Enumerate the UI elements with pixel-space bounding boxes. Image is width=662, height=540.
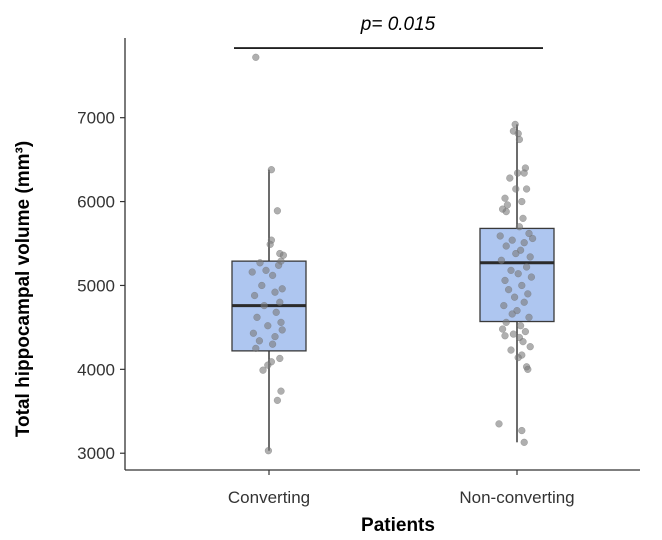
data-point xyxy=(504,286,513,294)
data-point xyxy=(522,185,531,193)
data-point xyxy=(514,353,522,362)
data-point xyxy=(248,268,256,276)
data-point xyxy=(525,313,533,321)
data-point xyxy=(508,310,516,318)
data-point xyxy=(512,185,520,193)
data-point xyxy=(508,236,516,244)
data-point xyxy=(264,322,272,330)
data-point xyxy=(513,169,522,177)
data-point xyxy=(276,354,284,363)
data-point xyxy=(511,120,519,129)
y-tick-label: 5000 xyxy=(77,276,115,295)
data-point xyxy=(264,361,272,369)
ticks-layer: 3000 4000 5000 6000 7000 Converting Non-conver… xyxy=(77,109,574,507)
data-point xyxy=(276,298,284,306)
data-point xyxy=(264,447,273,455)
data-point xyxy=(273,396,282,405)
data-point xyxy=(502,242,510,250)
data-point xyxy=(500,301,508,310)
data-point xyxy=(524,365,532,373)
data-point xyxy=(501,332,509,340)
data-point xyxy=(510,293,519,301)
x-tick-label: Non-converting xyxy=(459,488,574,507)
data-point xyxy=(521,327,530,336)
data-point xyxy=(258,281,266,290)
data-point xyxy=(520,239,528,247)
x-axis-title: Patients xyxy=(361,515,435,536)
data-point xyxy=(512,249,520,258)
data-point xyxy=(528,234,537,243)
y-tick-label: 3000 xyxy=(77,444,115,463)
data-point xyxy=(506,174,514,182)
data-point xyxy=(527,273,536,281)
data-point xyxy=(268,340,277,348)
x-tick-label: Converting xyxy=(228,488,310,507)
data-point xyxy=(525,229,533,238)
data-point xyxy=(516,322,525,330)
data-point xyxy=(278,326,286,334)
data-point xyxy=(277,318,285,327)
data-point xyxy=(256,259,264,267)
data-point xyxy=(259,366,267,374)
data-point xyxy=(268,271,277,280)
data-point xyxy=(278,285,286,293)
data-point xyxy=(518,281,526,290)
data-point xyxy=(518,197,526,206)
y-axis-title: Total hippocampal volume (mm³) xyxy=(13,141,34,437)
data-point xyxy=(262,266,270,275)
data-point xyxy=(277,387,285,395)
data-point xyxy=(495,420,503,428)
data-point xyxy=(271,288,279,296)
data-point xyxy=(273,207,282,215)
data-point xyxy=(524,290,532,298)
data-point xyxy=(498,325,507,333)
data-point xyxy=(271,332,279,341)
data-point xyxy=(520,438,528,446)
data-point xyxy=(497,256,506,264)
points-layer xyxy=(248,53,537,455)
data-point xyxy=(272,308,280,316)
p-value-label: p= 0.015 xyxy=(360,14,436,35)
data-point xyxy=(522,263,531,271)
data-point xyxy=(260,301,268,310)
data-point xyxy=(507,346,515,354)
data-point xyxy=(501,276,509,285)
data-point xyxy=(519,338,527,346)
data-point xyxy=(250,291,259,300)
y-tick-label: 4000 xyxy=(77,360,115,379)
boxes-layer xyxy=(231,124,555,451)
data-point xyxy=(526,343,534,351)
data-point xyxy=(526,253,534,261)
y-tick-label: 7000 xyxy=(77,109,115,128)
data-point xyxy=(496,232,504,240)
data-point xyxy=(514,270,522,278)
data-point xyxy=(502,318,510,327)
data-point xyxy=(519,214,527,222)
data-point xyxy=(502,207,510,216)
data-point xyxy=(515,135,524,144)
data-point xyxy=(266,240,274,249)
y-tick-label: 6000 xyxy=(77,193,115,212)
data-point xyxy=(267,166,276,174)
data-point xyxy=(252,344,260,353)
data-point xyxy=(520,169,528,177)
data-point xyxy=(509,330,518,338)
axes-layer xyxy=(124,38,640,471)
data-point xyxy=(507,266,515,275)
data-point xyxy=(249,329,258,337)
data-point xyxy=(253,313,261,321)
data-point xyxy=(252,53,260,61)
significance-annotation: p= 0.015 xyxy=(234,14,543,49)
data-point xyxy=(518,426,526,435)
data-point xyxy=(520,298,528,306)
data-point xyxy=(255,337,264,345)
data-point xyxy=(274,261,283,269)
data-point xyxy=(515,223,524,231)
data-point xyxy=(501,194,509,202)
data-point xyxy=(514,129,522,138)
